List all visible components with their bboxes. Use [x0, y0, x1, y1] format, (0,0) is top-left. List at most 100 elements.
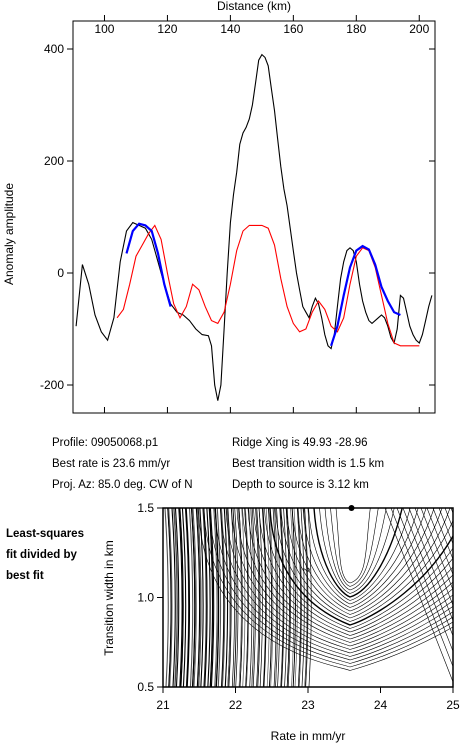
best-width-text: Best transition width is 1.5 km	[232, 458, 385, 470]
contour-line-dense	[192, 508, 197, 687]
best-rate-text: Best rate is 23.6 mm/yr	[52, 458, 171, 470]
top-x-axis-label: Distance (km)	[217, 0, 291, 13]
contour-line-dense	[250, 508, 255, 687]
contour-line-dense	[174, 508, 180, 687]
top-y-tick-label: 200	[44, 154, 64, 168]
contour-line-dense	[226, 508, 231, 687]
contour-line-dense	[214, 508, 220, 687]
observed-profile-line	[75, 53, 433, 401]
bottom-x-axis-label: Rate in mm/yr	[271, 729, 346, 743]
contour-line	[198, 508, 453, 671]
contour-line-dense	[283, 508, 288, 687]
contour-line-dense	[262, 508, 267, 687]
contour-line	[286, 508, 443, 615]
top-series-group	[75, 53, 433, 401]
contour-line-dense	[256, 508, 261, 687]
contour-line-dense	[168, 508, 173, 687]
top-chart: Distance (km) Anomaly amplitude 100 120 14…	[2, 0, 436, 414]
bottom-y-tick-label: 0.5	[137, 680, 154, 694]
contour-line-dense	[293, 508, 298, 687]
contour-line	[313, 508, 403, 598]
contour-line	[308, 508, 411, 601]
contour-line-dense	[206, 508, 211, 687]
top-x-tick-label: 200	[409, 22, 429, 36]
contour-line-dense	[279, 508, 284, 687]
contour-line-dense	[167, 508, 172, 687]
contour-line	[225, 508, 453, 654]
contour-line-dense	[178, 508, 183, 687]
contour-line-dense	[261, 508, 266, 687]
bottom-y-ticks: 1.5 1.0 0.5	[137, 501, 163, 694]
contour-line-dense	[232, 508, 237, 687]
contour-line-right	[396, 508, 453, 653]
contour-label: 2	[301, 567, 312, 574]
contour-line-right	[402, 508, 453, 637]
contour-line	[330, 508, 379, 587]
contour-line	[280, 508, 451, 619]
contour-line-dense	[280, 508, 285, 687]
top-y-axis-label: Anomaly amplitude	[2, 183, 16, 285]
contour-line-dense	[196, 508, 202, 687]
contour-line-dense	[291, 508, 296, 687]
contour-line-dense	[297, 508, 302, 687]
top-y-tick-label: 0	[57, 266, 64, 280]
contour-line-dense	[307, 508, 312, 687]
contour-line-dense	[230, 508, 235, 687]
contour-line	[302, 508, 419, 605]
contour-line-right	[426, 508, 453, 576]
contour-line	[269, 508, 453, 626]
contour-line-right	[463, 508, 467, 687]
contour-line	[275, 508, 453, 622]
contour-line-dense	[244, 508, 249, 687]
bottom-chart: 2 21 22 23 24 25 1.5 1.0 0.5 Rate in mm/yr Tra…	[102, 501, 467, 743]
contour-line-dense	[251, 508, 256, 687]
contour-line-dense	[285, 508, 290, 687]
contour-line-dense	[209, 508, 215, 687]
contour-line-dense	[268, 508, 272, 687]
bottom-x-tick-label: 22	[229, 698, 243, 712]
bottom-x-tick-label: 21	[156, 698, 170, 712]
top-x-tick-label: 160	[283, 22, 303, 36]
model-profile-line	[116, 224, 420, 347]
contour-line-right	[444, 508, 453, 530]
contour-line	[264, 508, 453, 629]
proj-az-text: Proj. Az: 85.0 deg. CW of N	[52, 479, 193, 491]
contour-line-dense	[185, 508, 191, 687]
contour-line-dense	[220, 508, 226, 687]
contour-line-dense	[237, 508, 242, 687]
contour-line	[291, 508, 435, 612]
contour-lines	[164, 508, 467, 687]
contour-line-dense	[304, 508, 309, 687]
contour-line-dense	[203, 508, 208, 687]
contour-line-dense	[208, 508, 214, 687]
top-x-tick-label: 140	[220, 22, 240, 36]
contour-line-dense	[213, 508, 218, 687]
bottom-y-axis-label: Transition width in km	[102, 540, 116, 656]
bottom-x-tick-label: 24	[374, 698, 388, 712]
contour-line-dense	[290, 508, 295, 687]
contour-line-dense	[269, 508, 274, 687]
side-note: Least-squares fit divided by best fit	[6, 524, 106, 587]
contour-line-dense	[171, 508, 176, 687]
top-y-tick-label: -200	[40, 378, 64, 392]
side-note-line-1: Least-squares	[6, 528, 84, 540]
contour-line-dense	[286, 508, 291, 687]
contour-line-dense	[272, 508, 277, 687]
contour-line-dense	[258, 508, 263, 687]
contour-line	[253, 508, 453, 636]
contour-line	[297, 508, 427, 608]
contour-line-dense	[241, 508, 246, 687]
contour-line-right	[420, 508, 453, 591]
contour-line	[214, 508, 453, 661]
bottom-x-tick-label: 23	[301, 698, 315, 712]
top-x-tick-label: 120	[157, 22, 177, 36]
contour-line	[319, 508, 395, 594]
contour-line-dense	[274, 508, 278, 687]
top-x-tick-label: 180	[346, 22, 366, 36]
top-plot-frame	[72, 20, 436, 414]
contour-line	[231, 508, 453, 650]
contour-line-dense	[245, 508, 250, 687]
contour-line-dense	[164, 508, 169, 687]
contour-line-right	[457, 508, 467, 687]
contour-line-right	[432, 508, 453, 560]
